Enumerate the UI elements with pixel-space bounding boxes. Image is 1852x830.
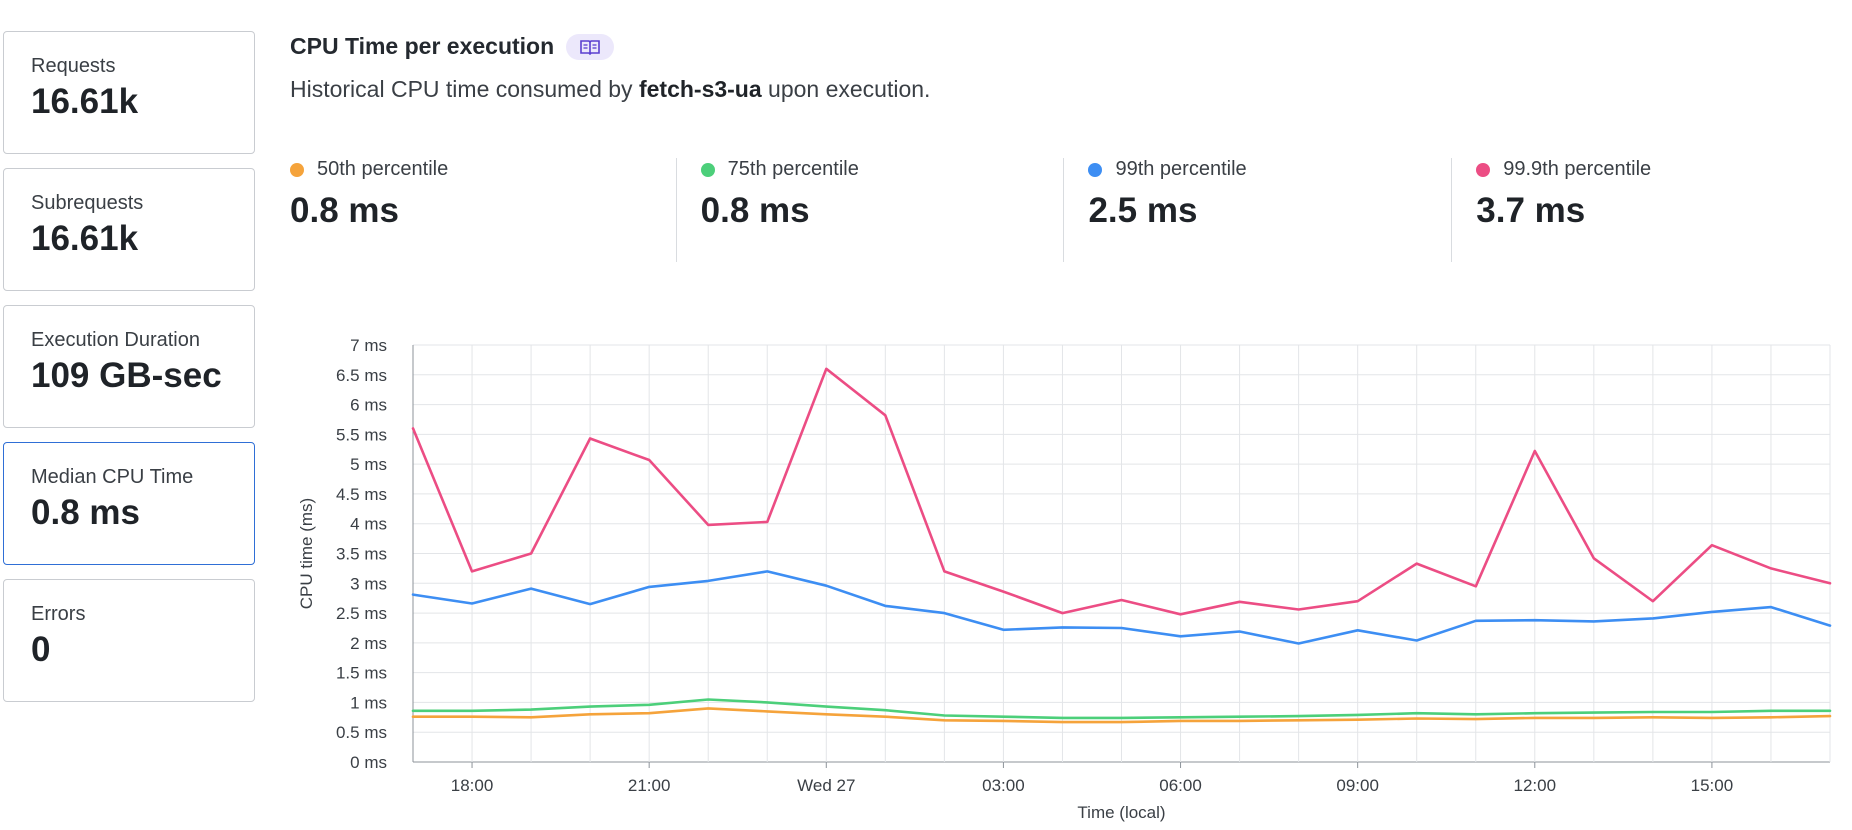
y-tick-label: 4 ms [350,515,387,534]
y-tick-label: 5.5 ms [336,425,387,444]
x-tick-label: 15:00 [1691,776,1734,795]
y-tick-label: 3 ms [350,574,387,593]
metrics-sidebar: Requests 16.61k Subrequests 16.61k Execu… [3,31,255,716]
y-axis-title: CPU time (ms) [297,498,316,609]
p50-label: 50th percentile [317,158,449,180]
y-tick-label: 6 ms [350,396,387,415]
y-tick-label: 6.5 ms [336,366,387,385]
median-cpu-time-label: Median CPU Time [31,466,194,488]
stat-p50: 50th percentile 0.8 ms [290,158,677,262]
y-tick-label: 0.5 ms [336,723,387,742]
requests-value: 16.61k [31,82,139,121]
errors-card[interactable]: Errors 0 [3,579,255,702]
errors-value: 0 [31,630,51,669]
y-tick-label: 1 ms [350,693,387,712]
p75-series-line [411,698,1832,720]
percentile-stats: 50th percentile 0.8 ms 75th percentile 0… [290,158,1840,262]
x-tick-label: 21:00 [628,776,671,795]
y-tick-label: 2.5 ms [336,604,387,623]
p999-series-line [411,367,1832,616]
y-tick-label: 5 ms [350,455,387,474]
requests-label: Requests [31,55,116,77]
p75-legend-dot [700,162,715,177]
errors-label: Errors [31,603,86,625]
execution-duration-label: Execution Duration [31,329,200,351]
execution-duration-value: 109 GB-sec [31,356,222,395]
p75-label: 75th percentile [727,158,859,180]
page-title: CPU Time per execution [290,33,555,59]
x-tick-label: 03:00 [982,776,1025,795]
worker-name: fetch-s3-ua [638,76,762,102]
y-tick-label: 7 ms [350,336,387,355]
p50-legend-dot [290,162,304,177]
x-tick-label: 18:00 [451,776,494,795]
book-icon [580,39,600,55]
stat-p75: 75th percentile 0.8 ms [677,158,1065,262]
p50-series-line [411,707,1832,724]
p99-value: 2.5 ms [1088,191,1198,230]
subrequests-label: Subrequests [31,192,144,214]
p999-label: 99.9th percentile [1503,158,1652,180]
stat-p999: 99.9th percentile 3.7 ms [1452,158,1840,262]
median-cpu-time-card[interactable]: Median CPU Time 0.8 ms [3,442,255,565]
subrequests-value: 16.61k [31,219,139,258]
y-tick-label: 1.5 ms [336,664,387,683]
x-tick-label: 06:00 [1159,776,1202,795]
chart-header: CPU Time per execution Historical CPU ti… [290,33,930,103]
y-tick-label: 2 ms [350,634,387,653]
x-axis-title: Time (local) [1077,803,1165,822]
requests-card[interactable]: Requests 16.61k [3,31,255,154]
x-tick-label: 12:00 [1514,776,1557,795]
description-prefix: Historical CPU time consumed by [290,76,633,102]
p99-label: 99th percentile [1115,158,1247,180]
y-tick-label: 3.5 ms [336,545,387,564]
p999-value: 3.7 ms [1476,191,1586,230]
p999-legend-dot [1476,162,1491,177]
stat-p99: 99th percentile 2.5 ms [1064,158,1453,262]
subrequests-card[interactable]: Subrequests 16.61k [3,168,255,291]
p99-legend-dot [1088,162,1103,177]
documentation-badge[interactable] [566,33,615,60]
execution-duration-card[interactable]: Execution Duration 109 GB-sec [3,305,255,428]
y-tick-label: 0 ms [350,753,387,772]
p50-value: 0.8 ms [290,191,399,230]
chart-description: Historical CPU time consumed by fetch-s3… [290,76,930,103]
median-cpu-time-value: 0.8 ms [31,493,140,532]
description-suffix: upon execution. [768,76,931,102]
x-tick-label: Wed 27 [797,776,855,795]
p99-series-line [411,570,1832,645]
p75-value: 0.8 ms [700,191,810,230]
x-tick-label: 09:00 [1336,776,1379,795]
y-tick-label: 4.5 ms [336,485,387,504]
